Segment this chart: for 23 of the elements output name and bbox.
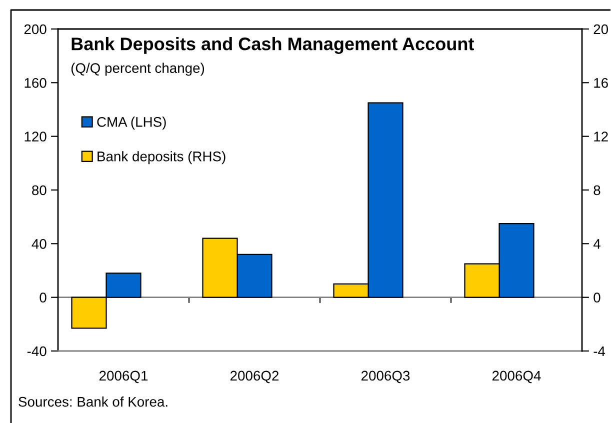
- y2-tick-label: -4: [594, 346, 606, 356]
- y2-tick-label: 0: [594, 292, 600, 303]
- y-tick-label: 0: [40, 292, 46, 303]
- y2-tick-label: 12: [594, 132, 608, 142]
- y-tick-label: 40: [32, 239, 46, 249]
- y2-tick-label: 8: [594, 185, 600, 196]
- x-tick-label: 2006Q4: [492, 370, 541, 384]
- source-note: Sources: Bank of Korea.: [18, 396, 168, 407]
- text: (Q/Q percent change): [71, 62, 204, 76]
- x-tick-label: 2006Q2: [230, 370, 279, 384]
- y2-tick-label: 4: [593, 239, 600, 249]
- legend-label: CMA (LHS): [97, 116, 166, 130]
- y-tick-label: 120: [24, 132, 46, 142]
- y-tick-label: 200: [24, 24, 46, 34]
- y-tick-label: -40: [27, 346, 46, 356]
- y2-tick-label: 20: [594, 24, 608, 34]
- x-tick-label: 2006Q1: [99, 370, 148, 384]
- chart-title: Bank Deposits and Cash Management Account: [72, 37, 474, 54]
- legend-label: Bank deposits (RHS): [98, 151, 226, 164]
- y2-tick-label: 16: [594, 78, 608, 88]
- x-tick-label: 2006Q3: [361, 370, 410, 384]
- y-tick-label: 80: [32, 185, 46, 196]
- y-tick-label: 160: [24, 78, 46, 88]
